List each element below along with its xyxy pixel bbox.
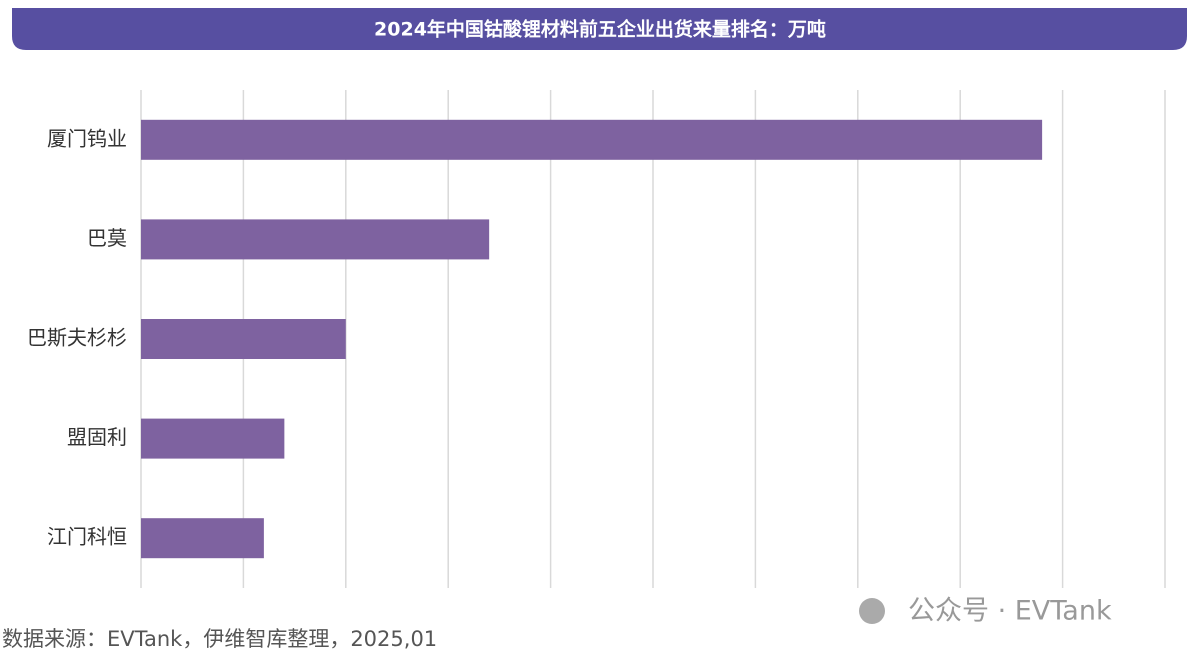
bar (141, 319, 346, 359)
bar (141, 518, 264, 559)
y-tick-label: 盟固利 (67, 425, 127, 449)
y-tick-label: 巴斯夫杉杉 (27, 326, 127, 350)
y-tick-label: 江门科恒 (47, 525, 127, 549)
watermark: 公众号 · EVTank (908, 596, 1112, 627)
title-bar (12, 8, 1187, 50)
bar (141, 119, 1043, 160)
chart-title: 2024年中国钴酸锂材料前五企业出货来量排名：万吨 (374, 18, 826, 41)
bar (141, 219, 490, 260)
y-tick-label: 巴莫 (87, 226, 127, 250)
source-note: 数据来源：EVTank，伊维智库整理，2025,01 (2, 627, 437, 651)
wechat-icon (859, 598, 885, 624)
y-tick-label: 厦门钨业 (47, 126, 127, 150)
bar (141, 418, 285, 459)
